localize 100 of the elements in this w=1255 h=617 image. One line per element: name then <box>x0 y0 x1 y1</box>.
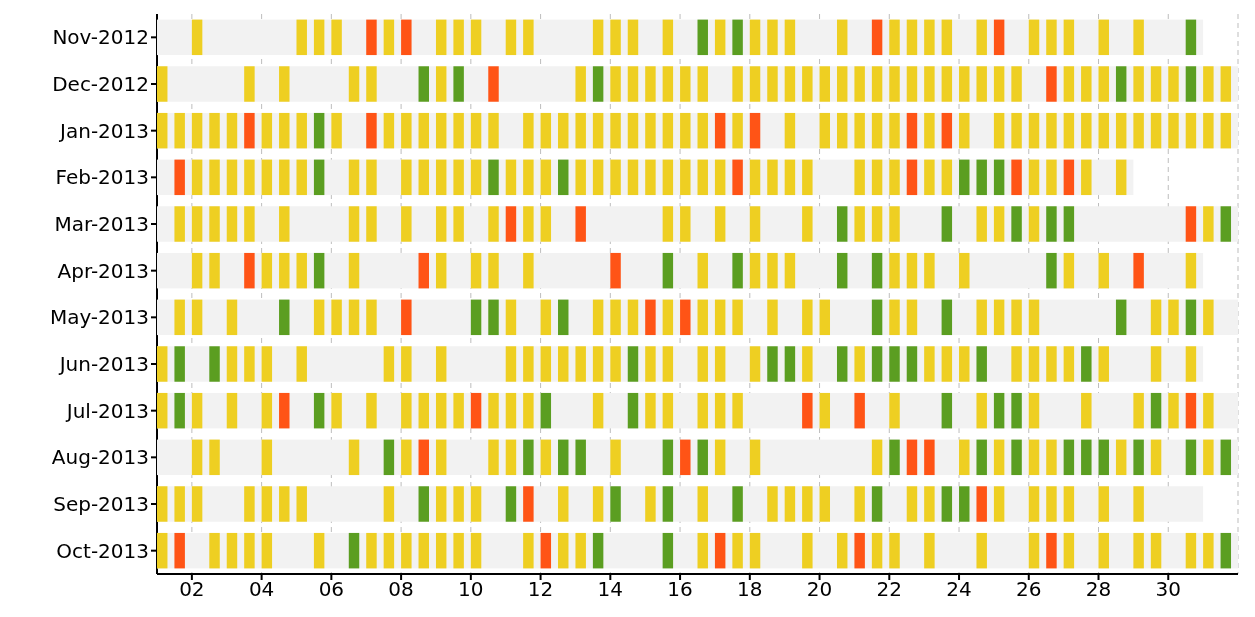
bar <box>1150 532 1162 569</box>
bar <box>401 392 412 429</box>
bar <box>592 159 604 196</box>
bar <box>1115 112 1127 149</box>
bar <box>366 392 377 429</box>
y-tick-label: Mar-2013 <box>54 212 149 237</box>
bar <box>1028 112 1040 149</box>
bar <box>1098 346 1109 382</box>
bar <box>697 112 708 149</box>
bar <box>854 206 865 242</box>
bar <box>924 159 935 196</box>
bar <box>889 112 900 149</box>
y-tick-label: Sep-2013 <box>53 492 149 517</box>
bar <box>470 392 482 429</box>
bar <box>645 486 656 522</box>
bar <box>662 299 674 336</box>
bar <box>1133 392 1144 429</box>
bar <box>418 532 429 569</box>
bar <box>749 346 761 382</box>
bar <box>924 252 935 289</box>
y-tick-label: May-2013 <box>49 305 149 330</box>
bar <box>244 66 255 102</box>
bar <box>1203 206 1214 242</box>
y-tick-label: Dec-2012 <box>52 72 149 97</box>
bar <box>836 112 848 149</box>
bar <box>435 392 447 429</box>
bar <box>558 346 569 382</box>
bar <box>383 112 395 149</box>
bar <box>1098 532 1109 569</box>
bar <box>1150 346 1162 382</box>
bar <box>366 66 377 102</box>
bar <box>191 252 203 289</box>
bar <box>1203 66 1214 102</box>
bar <box>279 392 290 429</box>
bar <box>802 486 813 522</box>
bar <box>540 112 552 149</box>
bar <box>1063 486 1075 522</box>
bar <box>610 66 621 102</box>
bar <box>610 252 621 289</box>
bar <box>592 486 604 522</box>
bar <box>174 159 185 196</box>
bar <box>558 112 569 149</box>
bar <box>680 206 691 242</box>
bar <box>784 486 796 522</box>
bar <box>1028 346 1040 382</box>
bar <box>401 346 412 382</box>
bar <box>174 112 185 149</box>
bar <box>854 66 865 102</box>
bar <box>697 486 708 522</box>
bar <box>401 299 412 336</box>
bar <box>592 392 604 429</box>
bar <box>191 299 203 336</box>
bar <box>226 532 238 569</box>
bar <box>435 66 447 102</box>
bar <box>470 159 482 196</box>
bar <box>714 392 726 429</box>
bar <box>1133 66 1144 102</box>
bar <box>261 439 273 476</box>
bar <box>418 439 429 476</box>
y-tick-label: Apr-2013 <box>57 258 149 283</box>
bar <box>1046 66 1057 102</box>
bar <box>157 66 168 102</box>
bar <box>453 206 464 242</box>
bar <box>505 206 517 242</box>
y-tick-label: Feb-2013 <box>55 165 149 190</box>
bar <box>435 252 447 289</box>
y-tick-label: Aug-2013 <box>51 445 149 470</box>
bar <box>1028 486 1040 522</box>
bar <box>313 112 325 149</box>
bar <box>279 159 290 196</box>
bar <box>575 159 586 196</box>
bar <box>540 346 552 382</box>
bar <box>209 252 220 289</box>
bar <box>697 392 708 429</box>
bar <box>854 486 865 522</box>
bar <box>244 159 255 196</box>
bar <box>261 486 273 522</box>
bar <box>749 439 761 476</box>
bar <box>401 206 412 242</box>
bar <box>523 486 534 522</box>
y-tick-label: Oct-2013 <box>56 538 149 563</box>
bar <box>1011 66 1022 102</box>
bar <box>959 346 970 382</box>
bar <box>767 159 778 196</box>
bar <box>784 112 796 149</box>
bar <box>366 532 377 569</box>
bar <box>819 112 831 149</box>
bar <box>592 19 604 56</box>
bar <box>1063 532 1075 569</box>
bar <box>435 346 447 382</box>
bar <box>157 112 168 149</box>
bar <box>906 66 918 102</box>
bar <box>401 532 412 569</box>
bar <box>732 159 743 196</box>
x-tick-label: 16 <box>667 577 693 602</box>
bar <box>732 299 743 336</box>
bar <box>714 112 726 149</box>
bar <box>348 159 360 196</box>
bar <box>714 159 726 196</box>
x-tick-label: 26 <box>1016 577 1042 602</box>
